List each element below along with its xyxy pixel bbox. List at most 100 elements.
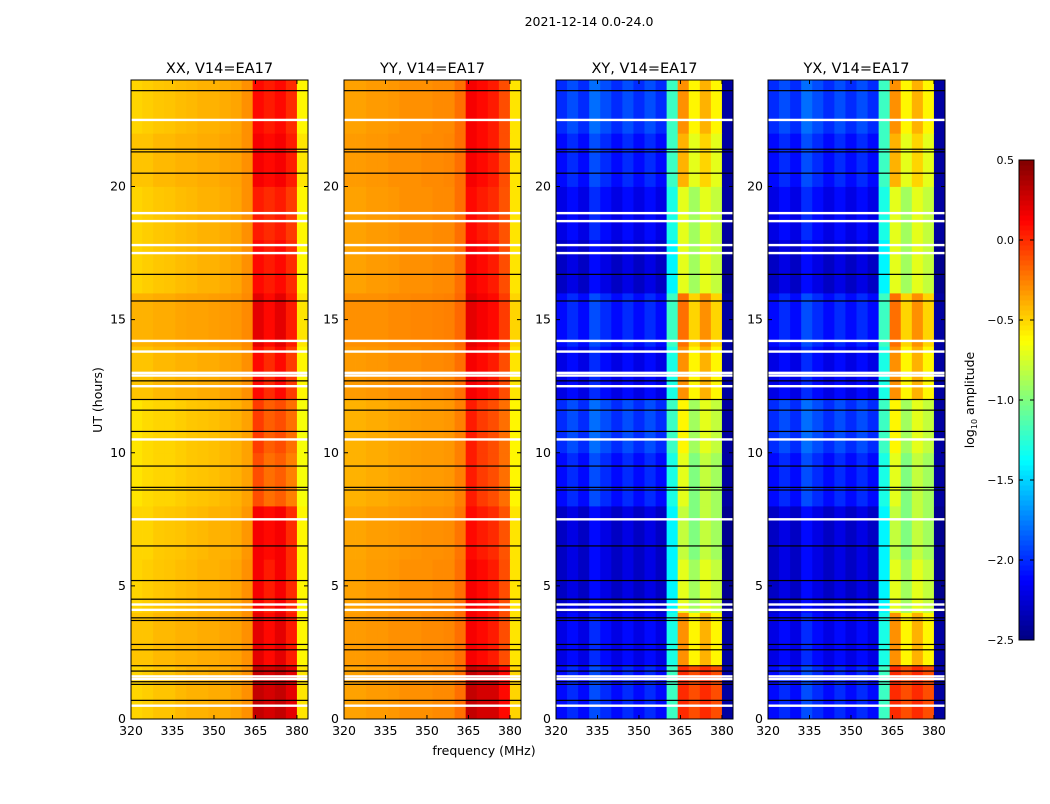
heatmap-cell [454,452,467,507]
heatmap-cell [454,293,467,347]
heatmap-cell [889,559,902,613]
colorbar-segment [1019,405,1034,411]
heatmap-cell [509,559,522,613]
heatmap-cell [845,133,857,187]
heatmap-cell [388,133,400,187]
heatmap-cell [219,80,231,134]
y-tick-label: 5 [755,578,763,593]
heatmap-cell [900,452,913,507]
heatmap-cell [834,506,846,560]
colorbar-segment [1019,225,1034,231]
flag-line-black [131,151,308,153]
colorbar-segment [1019,255,1034,261]
flag-line-white [556,518,733,521]
panel-frame [767,79,946,720]
heatmap-cell [677,506,690,560]
heatmap-cell [556,612,568,667]
heatmap-cell [812,612,824,667]
heatmap-cell [699,506,712,560]
heatmap-cell [454,665,467,720]
heatmap-cell [666,399,679,454]
heatmap-cell [296,559,309,613]
heatmap-cell [509,133,522,187]
flag-line-black [344,670,521,672]
colorbar-segment [1019,270,1034,276]
flag-line-black [131,681,308,683]
flag-line-black [131,598,308,600]
heatmap-cell [900,80,913,134]
heatmap-cell [845,239,857,294]
heatmap-cell [443,80,456,134]
heatmap-cell [296,133,309,187]
flag-line-white [556,211,733,215]
heatmap-cell [263,239,276,294]
flag-line-black [768,380,945,382]
flag-line-black [768,681,945,683]
heatmap-cell [779,133,791,187]
colorbar-segment [1019,570,1034,576]
heatmap-cell [208,559,220,613]
colorbar-segment [1019,400,1034,406]
heatmap-cell [263,133,276,187]
heatmap-cell [443,559,456,613]
heatmap-cell [498,133,511,187]
heatmap-cell [443,506,456,560]
heatmap-cell [388,612,400,667]
flag-line-black [344,699,521,701]
flag-line-white [344,118,521,122]
colorbar-segment [1019,320,1034,326]
heatmap-cell [476,80,489,134]
heatmap-cell [498,559,511,613]
heatmap-cell [164,399,176,454]
heatmap-cell [567,559,579,613]
heatmap-cell [911,239,924,294]
heatmap-cell [252,665,265,720]
heatmap-cell [186,559,198,613]
colorbar-tick-label: −0.5 [987,314,1014,327]
flag-line-white [768,384,945,388]
flag-line-black [556,151,733,153]
heatmap-cell [164,293,176,347]
heatmap-cell [933,452,946,507]
colorbar-segment [1019,180,1034,186]
flag-line-white [131,251,308,255]
heatmap-cell [285,506,298,560]
heatmap-cell [721,612,734,667]
flag-line-white [556,374,733,377]
heatmap-cell [399,133,411,187]
heatmap-cell [889,80,902,134]
heatmap-cell [344,293,356,347]
heatmap-cell [432,293,444,347]
heatmap-cell [922,612,935,667]
colorbar-segment [1019,295,1034,301]
heatmap-cell [567,239,579,294]
heatmap-cell [779,612,791,667]
colorbar-segment [1019,545,1034,551]
heatmap-cell [164,452,176,507]
flag-line-white [556,677,733,681]
heatmap-cell [578,293,590,347]
heatmap-cell [812,80,824,134]
heatmap-cell [589,665,601,720]
heatmap-cell [355,133,367,187]
flag-line-black [556,598,733,600]
flag-line-white [344,438,521,441]
heatmap-cell [197,133,209,187]
heatmap-cell [790,559,802,613]
heatmap-cell [230,559,243,613]
heatmap-cell [922,293,935,347]
heatmap-cell [699,452,712,507]
heatmap-cell [589,293,601,347]
heatmap-cell [355,293,367,347]
heatmap-cell [688,612,701,667]
heatmap-cell [710,452,723,507]
heatmap-cell [355,239,367,294]
heatmap-cell [900,293,913,347]
heatmap-cell [399,239,411,294]
heatmap-cell [355,452,367,507]
heatmap-cell [377,612,389,667]
heatmap-cell [600,506,612,560]
flag-line-white [768,608,945,612]
heatmap-cell [790,399,802,454]
heatmap-cell [410,80,422,134]
